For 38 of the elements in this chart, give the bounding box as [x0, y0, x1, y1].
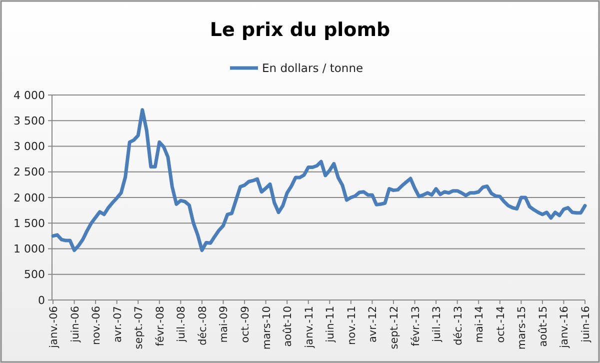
x-tick-label: sept.-12	[388, 306, 400, 350]
x-tick-label: août-10	[282, 306, 294, 347]
x-tick-label: janv.-06	[48, 306, 60, 349]
x-tick-label: avr.-07	[112, 306, 124, 342]
x-tick-label: sept.-07	[133, 306, 146, 350]
x-tick-label: juil.-13	[431, 306, 444, 343]
x-tick-label: févr.-13	[410, 306, 422, 346]
y-tick-label: 3 000	[14, 140, 45, 154]
x-tick-label: déc.-13	[452, 306, 464, 346]
y-tick-label: 0	[38, 294, 45, 307]
x-tick-label: juin-06	[69, 306, 82, 344]
chart-title: Le prix du plomb	[210, 19, 390, 41]
x-tick-label: janv.-16	[558, 306, 571, 349]
x-tick-label: févr.-08	[154, 306, 166, 346]
y-tick-label: 3 500	[14, 114, 45, 128]
x-tick-label: déc.-08	[196, 306, 209, 346]
x-tick-label: nov.-06	[90, 306, 103, 345]
y-tick-label: 2 500	[14, 166, 45, 179]
x-tick-label: mars-15	[516, 306, 528, 350]
y-tick-label: 1 000	[14, 242, 45, 256]
x-tick-label: oct.-14	[494, 306, 507, 343]
x-tick-label: nov.-11	[346, 306, 358, 345]
y-tick-label: 4 000	[14, 88, 45, 102]
x-tick-label: août-15	[537, 306, 550, 347]
y-tick-label: 2 000	[14, 191, 45, 204]
line-series	[51, 108, 587, 252]
x-tick-label: mai-09	[218, 306, 230, 343]
x-tick-label: juin-16	[580, 306, 592, 344]
x-tick-label: mars-10	[260, 306, 273, 350]
y-tick-label: 500	[24, 268, 45, 282]
x-tick-label: janv.-11	[303, 306, 316, 349]
x-tick-label: juil.-08	[176, 306, 188, 343]
x-tick-label: oct.-09	[240, 306, 252, 343]
x-tick-label: avr.-12	[367, 306, 380, 342]
x-tick-label: juin-11	[324, 306, 337, 344]
legend-label: En dollars / tonne	[262, 61, 364, 75]
y-tick-label: 1 500	[14, 216, 45, 230]
x-tick-label: mai-14	[474, 306, 486, 343]
